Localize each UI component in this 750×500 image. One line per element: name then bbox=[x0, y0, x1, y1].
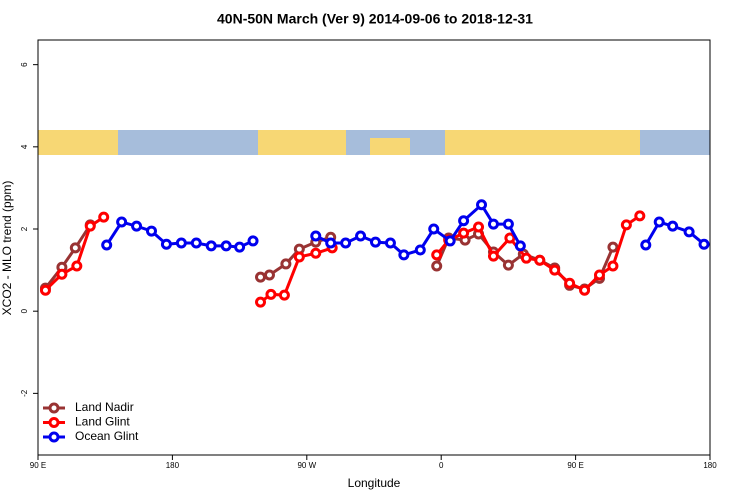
data-point bbox=[205, 240, 217, 252]
plot-frame bbox=[37, 39, 711, 456]
y-tick-label: 4 bbox=[20, 144, 29, 149]
data-point bbox=[190, 237, 202, 249]
data-point bbox=[69, 242, 81, 254]
legend-marker bbox=[48, 431, 60, 443]
data-point bbox=[534, 254, 546, 266]
data-point bbox=[640, 239, 652, 251]
data-point bbox=[667, 220, 679, 232]
map-strip bbox=[38, 130, 710, 155]
data-point bbox=[473, 221, 485, 233]
data-point bbox=[579, 284, 591, 296]
data-point bbox=[431, 249, 443, 261]
chart-title: 40N-50N March (Ver 9) 2014-09-06 to 2018… bbox=[217, 11, 533, 27]
data-point bbox=[293, 251, 305, 263]
data-point bbox=[458, 215, 470, 227]
data-point bbox=[683, 226, 695, 238]
data-point bbox=[607, 260, 619, 272]
data-point bbox=[325, 237, 337, 249]
data-point bbox=[514, 240, 526, 252]
x-tick-label: 0 bbox=[439, 461, 444, 470]
data-point bbox=[71, 260, 83, 272]
data-point bbox=[564, 277, 576, 289]
data-point bbox=[607, 241, 619, 253]
y-tick-label: 0 bbox=[20, 308, 29, 313]
y-tick-label: -2 bbox=[20, 389, 29, 397]
data-point bbox=[175, 237, 187, 249]
data-point bbox=[84, 220, 96, 232]
land-band bbox=[445, 130, 640, 155]
x-tick-label: 90 W bbox=[297, 461, 316, 470]
data-point bbox=[255, 271, 267, 283]
data-point bbox=[398, 249, 410, 261]
data-point bbox=[131, 220, 143, 232]
data-point bbox=[502, 218, 514, 230]
series-line bbox=[44, 224, 92, 290]
land-band bbox=[370, 138, 410, 155]
data-point bbox=[593, 269, 605, 281]
data-point bbox=[487, 250, 499, 262]
y-axis-label: XCO2 - MLO trend (ppm) bbox=[0, 181, 14, 316]
data-point bbox=[247, 235, 259, 247]
data-point bbox=[310, 230, 322, 242]
data-point bbox=[634, 210, 646, 222]
data-point bbox=[160, 238, 172, 250]
data-point bbox=[502, 259, 514, 271]
data-point bbox=[520, 252, 532, 264]
data-point bbox=[414, 244, 426, 256]
data-point bbox=[653, 216, 665, 228]
data-point bbox=[39, 284, 51, 296]
legend-label: Land Glint bbox=[75, 415, 130, 429]
x-tick-label: 180 bbox=[166, 461, 180, 470]
data-point bbox=[620, 219, 632, 231]
data-point bbox=[444, 235, 456, 247]
land-band bbox=[38, 130, 118, 155]
data-point bbox=[145, 225, 157, 237]
data-point bbox=[431, 260, 443, 272]
data-point bbox=[263, 269, 275, 281]
data-point bbox=[340, 237, 352, 249]
legend-marker bbox=[48, 417, 60, 428]
data-point bbox=[487, 218, 499, 230]
x-tick-label: 90 E bbox=[567, 461, 583, 470]
land-band bbox=[258, 130, 346, 155]
data-point bbox=[504, 232, 516, 244]
data-point bbox=[698, 238, 710, 250]
data-point bbox=[476, 199, 488, 211]
x-tick-label: 90 E bbox=[30, 461, 46, 470]
data-point bbox=[310, 247, 322, 259]
x-axis-label: Longitude bbox=[348, 476, 401, 490]
y-tick-label: 6 bbox=[20, 62, 29, 67]
data-point bbox=[116, 216, 128, 228]
data-point bbox=[98, 211, 110, 223]
y-tick-label: 2 bbox=[20, 226, 29, 231]
legend-marker bbox=[48, 402, 60, 414]
data-point bbox=[369, 236, 381, 248]
data-point bbox=[265, 288, 277, 300]
data-point bbox=[56, 268, 68, 280]
data-point bbox=[428, 223, 440, 235]
x-tick-label: 180 bbox=[703, 461, 717, 470]
data-point bbox=[234, 241, 246, 253]
data-point bbox=[255, 296, 267, 308]
data-point bbox=[549, 264, 561, 276]
data-point bbox=[280, 258, 292, 270]
data-point bbox=[384, 237, 396, 249]
data-point bbox=[101, 239, 113, 251]
data-point bbox=[278, 289, 290, 301]
data-point bbox=[458, 227, 470, 239]
data-point bbox=[220, 240, 232, 252]
legend-label: Ocean Glint bbox=[75, 429, 139, 443]
data-point bbox=[355, 230, 367, 242]
legend-label: Land Nadir bbox=[75, 400, 134, 414]
